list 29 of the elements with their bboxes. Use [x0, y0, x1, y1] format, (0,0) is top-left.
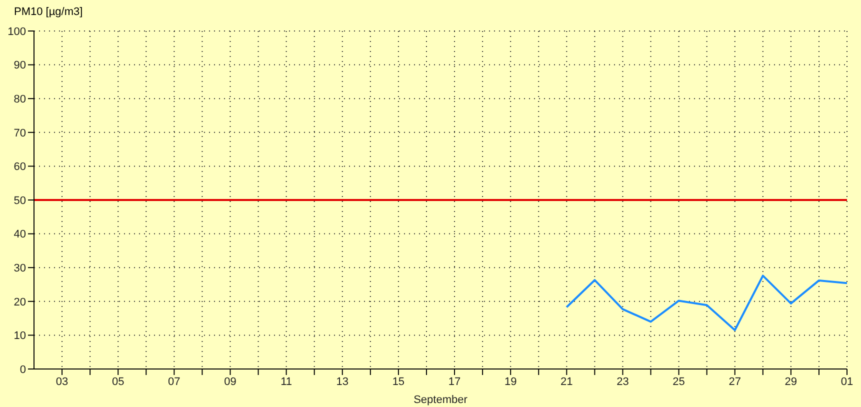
y-tick-label: 50 — [14, 194, 26, 207]
x-tick-label: 27 — [728, 376, 741, 388]
x-tick-label: 23 — [616, 376, 629, 388]
x-tick-label: 19 — [504, 376, 517, 388]
y-tick-label: 30 — [14, 262, 26, 275]
y-tick-label: 10 — [14, 330, 26, 342]
x-tick-label: 03 — [56, 376, 68, 388]
x-tick-label: 15 — [392, 376, 405, 388]
y-axis-title: PM10 [µg/m3] — [14, 6, 83, 18]
x-tick-label: 17 — [448, 376, 461, 388]
x-tick-label: 21 — [560, 376, 573, 388]
y-tick-label: 90 — [14, 60, 26, 72]
y-tick-label: 20 — [14, 296, 26, 308]
y-tick-label: 0 — [20, 364, 26, 376]
y-tick-label: 100 — [8, 26, 26, 38]
x-tick-label: 11 — [280, 376, 292, 388]
x-tick-label: 09 — [224, 376, 236, 388]
line-series — [566, 274, 847, 332]
x-tick-label: 29 — [784, 376, 798, 388]
x-axis-title: September — [414, 394, 468, 406]
y-tick-label: 80 — [14, 94, 26, 106]
y-tick-label: 70 — [14, 127, 26, 140]
x-tick-label: 05 — [112, 376, 124, 388]
y-tick-label: 40 — [14, 228, 26, 241]
x-tick-label: 07 — [168, 376, 180, 388]
y-tick-label: 60 — [14, 161, 26, 174]
x-tick-label: 13 — [336, 376, 349, 388]
x-tick-label: 25 — [672, 376, 685, 388]
x-tick-label: 01 — [840, 376, 854, 388]
